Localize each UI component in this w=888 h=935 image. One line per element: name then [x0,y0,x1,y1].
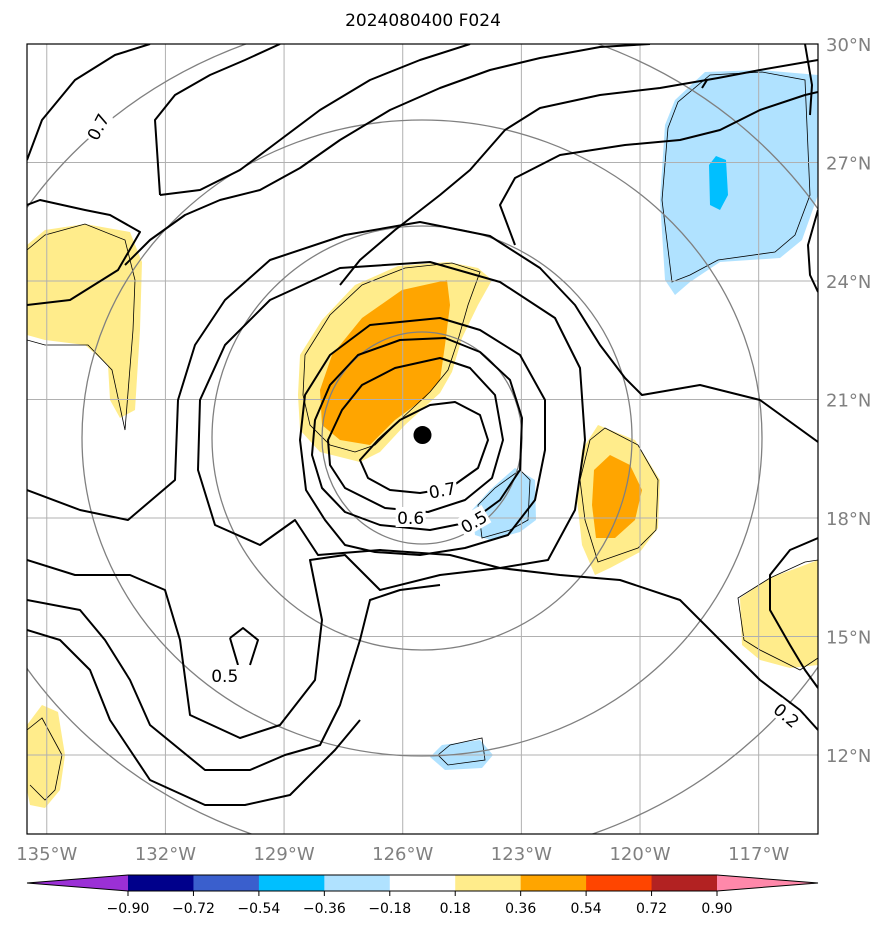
colorbar-tick-label: −0.36 [303,901,346,917]
colorbar-tick-label: −0.18 [368,901,411,917]
contour-label-text: 0.6 [397,509,424,529]
colorbar-segment [455,875,522,891]
negative-shade-northeast [660,70,818,295]
contour-north-1 [159,44,471,196]
contour-north-3 [154,44,281,196]
colorbar-tick-label: 0.18 [440,901,471,917]
contour-lines [27,44,818,806]
colorbar-extend-high [717,875,818,891]
contour-07 [327,357,504,513]
colorbar-segment [258,875,325,891]
colorbar-extend-low [27,875,128,891]
range-ring [211,225,633,651]
storm-center-marker [413,426,432,445]
contour-04 [197,261,586,569]
contour-small-ne [701,79,708,89]
contour-inner [359,401,489,494]
contour-label: 0.2 [769,697,805,733]
contour-label-text: 0.7 [427,479,457,503]
positive-shade-west [27,224,142,418]
latitude-labels: 12°N 15°N 18°N 21°N 24°N 27°N 30°N [826,35,871,767]
latitude-tick-label: 21°N [826,391,871,412]
figure-title: 2024080400 F024 [345,11,501,31]
contour-east-2 [807,209,818,293]
colorbar-segment [324,875,391,891]
contour-label: 0.5 [209,665,240,687]
map-area: 0.70.70.6 0.50.50.2 [27,44,818,834]
contour-southeast [769,537,818,689]
contour-labels: 0.70.70.6 0.50.50.2 [81,108,805,733]
shade-outline [661,71,811,283]
shade-outline [477,469,531,539]
contour-03 [27,221,818,521]
positive-shade-southwest [27,705,65,808]
longitude-tick-label: 120°W [609,844,670,865]
contour-02 [27,554,818,739]
shade-outline [437,737,486,766]
contour-label-bg [425,476,459,502]
map-frame [26,43,819,835]
shade-outline [27,223,136,431]
colorbar-tick-label: 0.90 [701,901,732,917]
latitude-tick-label: 15°N [826,628,871,649]
range-ring [81,119,763,757]
contour-north-5 [804,44,813,116]
negative-shade-northeast-core [709,156,728,210]
longitude-labels: 135°W 132°W 129°W 126°W 123°W 120°W 117°W [16,844,789,865]
longitude-tick-label: 135°W [16,844,77,865]
contour-label: 0.6 [395,507,426,529]
contour-05 [299,317,546,556]
colorbar-tick-label: 0.36 [505,901,536,917]
colorbar: −0.90 −0.72 −0.54 −0.36 −0.18 0.18 0.36 0.54 0.7… [26,874,819,917]
contour-northwest-1 [27,44,151,161]
shade-outline [27,717,63,801]
latitude-tick-label: 24°N [826,272,871,293]
positive-shade-east-core [592,455,642,538]
contour-label-bg [209,665,240,685]
shade-outlines [27,71,818,801]
contour-label-bg [455,504,492,538]
latitude-tick-label: 18°N [826,509,871,530]
contour-label-bg [81,108,114,145]
positive-shade-southeast [740,560,818,668]
shade-outline [579,427,659,563]
contour-label-bg [769,697,805,733]
colorbar-segment [586,875,653,891]
contour-00 [27,629,361,806]
longitude-tick-label: 117°W [728,844,789,865]
contour-label-bg [395,507,426,527]
shade-outline [737,559,818,671]
colorbar-tick-label: 0.54 [571,901,602,917]
contour-label-text: 0.5 [211,667,238,687]
longitude-tick-label: 132°W [135,844,196,865]
contour-northwest-2 [27,199,141,306]
longitude-tick-label: 129°W [253,844,314,865]
latitude-tick-label: 27°N [826,154,871,175]
contour-north-4 [339,59,818,286]
contour-06 [311,337,523,531]
contour-label-text: 0.2 [769,700,803,733]
colorbar-tick-label: 0.72 [636,901,667,917]
colorbar-tick-label: −0.72 [172,901,215,917]
colorbar-segment [193,875,260,891]
contour-label: 0.7 [425,476,459,504]
colorbar-segment [651,875,718,891]
longitude-tick-label: 123°W [491,844,552,865]
contour-east [499,91,818,246]
shaded-fields [27,70,818,808]
contour-north-2 [124,44,651,266]
contour-05-small [229,627,259,666]
longitude-tick-label: 126°W [372,844,433,865]
contour-01 [27,584,441,771]
colorbar-tick-label: −0.90 [107,901,150,917]
colorbar-segment [128,875,194,891]
colorbar-segment [389,875,456,891]
colorbar-segment [520,875,587,891]
latitude-tick-label: 30°N [826,35,871,56]
latitude-tick-label: 12°N [826,746,871,767]
shade-outline [302,262,481,453]
colorbar-tick-label: −0.54 [237,901,280,917]
